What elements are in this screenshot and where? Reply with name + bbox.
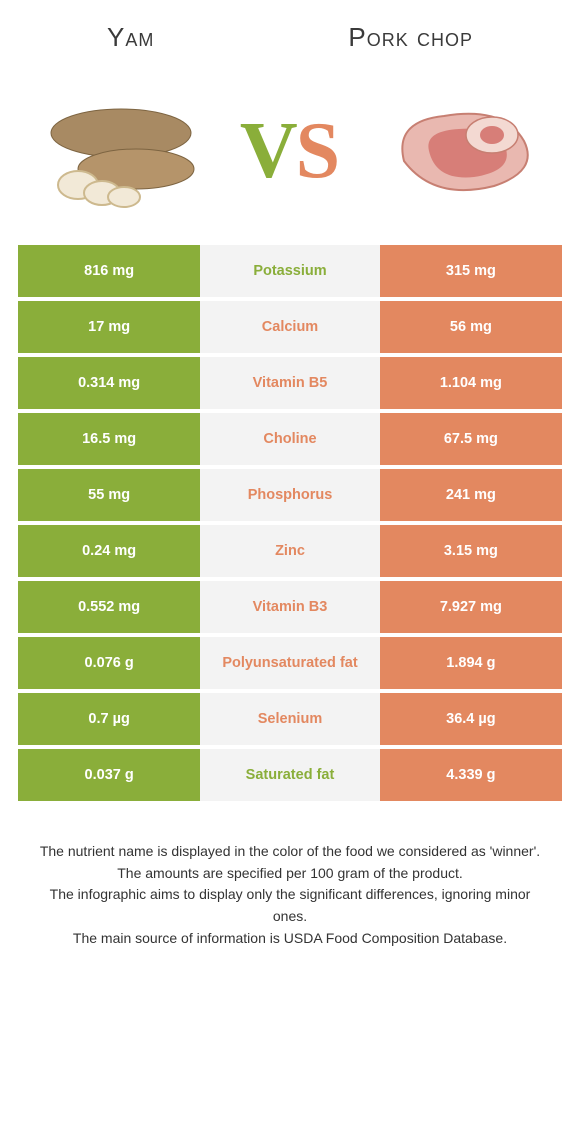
right-value: 3.15 mg [380,525,562,577]
table-row: 0.314 mgVitamin B51.104 mg [18,357,562,413]
hero-row: V S [0,63,580,245]
right-value: 315 mg [380,245,562,297]
right-value: 1.104 mg [380,357,562,409]
right-value: 7.927 mg [380,581,562,633]
table-row: 16.5 mgCholine67.5 mg [18,413,562,469]
comparison-infographic: Yam Pork chop V S [0,0,580,949]
table-row: 17 mgCalcium56 mg [18,301,562,357]
left-value: 0.552 mg [18,581,200,633]
footer-line: The infographic aims to display only the… [36,884,544,927]
right-value: 67.5 mg [380,413,562,465]
nutrient-label: Zinc [200,525,380,577]
footer-line: The main source of information is USDA F… [36,928,544,950]
left-value: 55 mg [18,469,200,521]
nutrient-label: Vitamin B3 [200,581,380,633]
left-value: 17 mg [18,301,200,353]
nutrient-label: Calcium [200,301,380,353]
nutrient-label: Potassium [200,245,380,297]
nutrient-label: Choline [200,413,380,465]
left-value: 0.037 g [18,749,200,801]
right-food-image [374,91,544,211]
title-row: Yam Pork chop [0,0,580,63]
table-row: 816 mgPotassium315 mg [18,245,562,301]
table-row: 0.552 mgVitamin B37.927 mg [18,581,562,637]
right-value: 36.4 µg [380,693,562,745]
left-value: 0.7 µg [18,693,200,745]
left-value: 0.24 mg [18,525,200,577]
left-value: 16.5 mg [18,413,200,465]
footer-line: The nutrient name is displayed in the co… [36,841,544,863]
nutrient-label: Vitamin B5 [200,357,380,409]
nutrient-label: Polyunsaturated fat [200,637,380,689]
right-value: 241 mg [380,469,562,521]
nutrient-label: Saturated fat [200,749,380,801]
table-row: 0.037 gSaturated fat4.339 g [18,749,562,805]
left-food-image [36,91,206,211]
vs-label: V S [240,111,340,191]
footer-line: The amounts are specified per 100 gram o… [36,863,544,885]
left-value: 0.076 g [18,637,200,689]
footer-notes: The nutrient name is displayed in the co… [0,805,580,949]
table-row: 0.7 µgSelenium36.4 µg [18,693,562,749]
right-value: 1.894 g [380,637,562,689]
vs-right-letter: S [296,111,341,191]
vs-left-letter: V [240,111,298,191]
nutrient-label: Phosphorus [200,469,380,521]
table-row: 0.24 mgZinc3.15 mg [18,525,562,581]
right-value: 56 mg [380,301,562,353]
left-value: 816 mg [18,245,200,297]
nutrient-table: 816 mgPotassium315 mg17 mgCalcium56 mg0.… [0,245,580,805]
right-food-title: Pork chop [348,22,473,53]
table-row: 0.076 gPolyunsaturated fat1.894 g [18,637,562,693]
table-row: 55 mgPhosphorus241 mg [18,469,562,525]
left-value: 0.314 mg [18,357,200,409]
left-food-title: Yam [107,22,154,53]
nutrient-label: Selenium [200,693,380,745]
right-value: 4.339 g [380,749,562,801]
